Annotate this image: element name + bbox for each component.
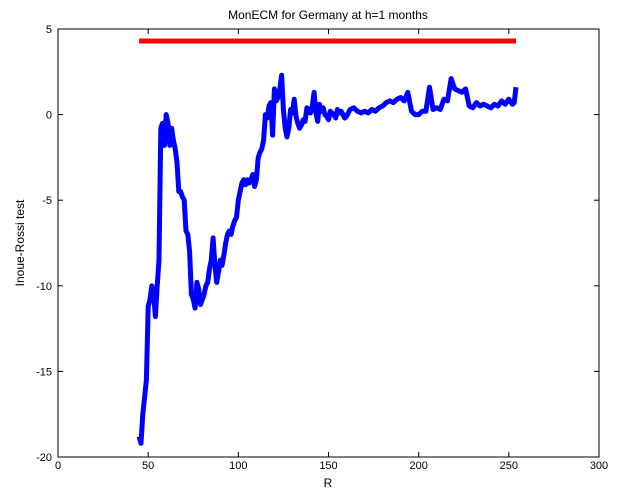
y-axis-title: Inoue-Rossi test <box>13 199 27 286</box>
x-tick-label: 100 <box>229 460 247 472</box>
x-tick-label: 250 <box>500 460 518 472</box>
axis-ticks: 0 50 100 150 200 250 300 -20 -15 -10 -5 0 5 <box>36 24 608 472</box>
chart-title: MonECM for Germany at h=1 months <box>228 8 428 22</box>
x-tick-label: 150 <box>319 460 337 472</box>
series-line-0 <box>136 72 519 446</box>
y-tick-label: 0 <box>46 110 52 122</box>
x-tick-label: 200 <box>409 460 427 472</box>
y-tick-label: -10 <box>36 281 52 293</box>
y-tick-label: -20 <box>36 452 52 464</box>
series-layer <box>136 38 519 446</box>
plot-frame <box>57 28 600 458</box>
x-tick-label: 0 <box>55 460 61 472</box>
x-tick-label: 50 <box>142 460 154 472</box>
x-tick-label: 300 <box>590 460 608 472</box>
y-tick-label: 5 <box>46 24 52 36</box>
x-axis-title: R <box>324 476 333 490</box>
y-tick-label: -5 <box>42 195 52 207</box>
y-tick-label: -15 <box>36 366 52 378</box>
